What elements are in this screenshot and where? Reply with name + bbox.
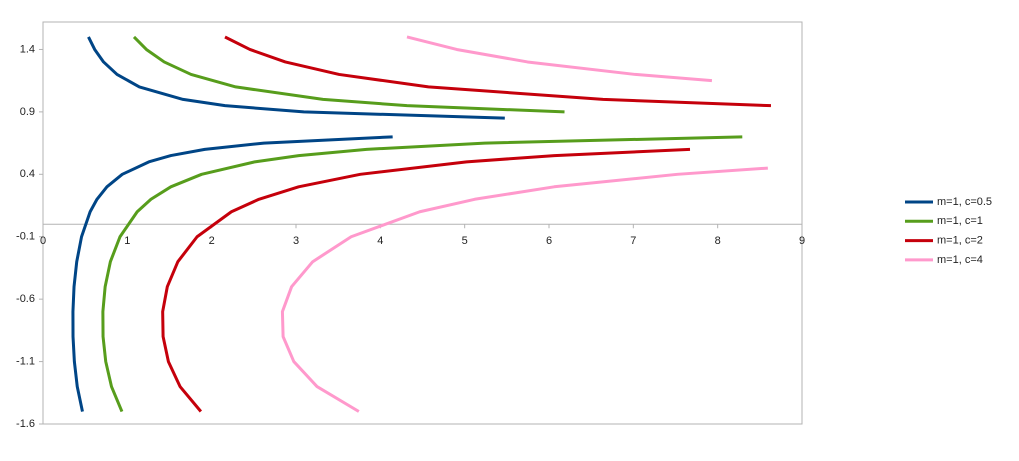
legend-label: m=1, c=1 bbox=[937, 215, 983, 227]
legend-label: m=1, c=4 bbox=[937, 254, 983, 266]
x-tick-label: 2 bbox=[209, 235, 215, 247]
legend-label: m=1, c=2 bbox=[937, 235, 983, 247]
y-tick-label: -0.6 bbox=[16, 293, 35, 305]
series-line bbox=[71, 36, 505, 412]
x-tick-label: 1 bbox=[124, 235, 130, 247]
series-line bbox=[161, 35, 772, 413]
y-tick-label: -1.1 bbox=[16, 355, 35, 367]
y-tick-label: 0.9 bbox=[20, 106, 35, 118]
x-tick-label: 6 bbox=[546, 235, 552, 247]
x-tick-label: 4 bbox=[377, 235, 383, 247]
y-tick-label: 0.4 bbox=[20, 168, 35, 180]
x-tick-label: 9 bbox=[799, 235, 805, 247]
plot-area bbox=[42, 21, 803, 425]
x-tick-label: 8 bbox=[715, 235, 721, 247]
series-line bbox=[101, 35, 743, 413]
series-line bbox=[280, 35, 768, 413]
legend-label: m=1, c=0.5 bbox=[937, 196, 992, 208]
x-tick-label: 3 bbox=[293, 235, 299, 247]
y-tick-label: -0.1 bbox=[16, 231, 35, 243]
x-tick-label: 0 bbox=[40, 235, 46, 247]
y-tick-label: -1.6 bbox=[16, 418, 35, 430]
x-tick-label: 7 bbox=[630, 235, 636, 247]
x-tick-label: 5 bbox=[462, 235, 468, 247]
y-tick-label: 1.4 bbox=[20, 43, 35, 55]
